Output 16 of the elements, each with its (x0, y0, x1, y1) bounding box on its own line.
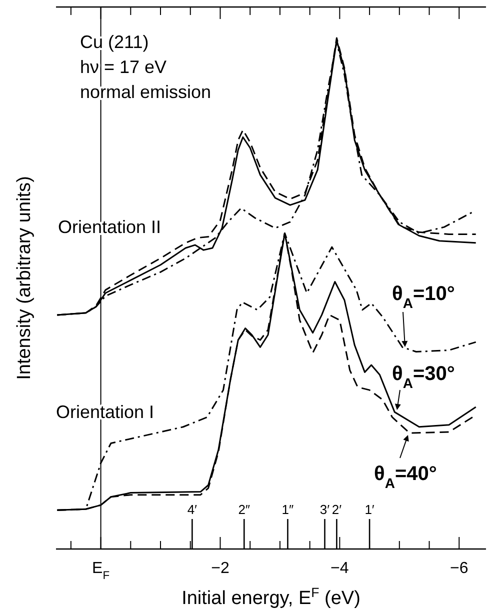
ref-line-label: 4′ (187, 502, 198, 517)
x-tick-label: −6 (450, 560, 468, 577)
y-axis-title: Intensity (arbitrary units) (14, 176, 35, 380)
ref-line-label: 2″ (238, 502, 250, 517)
ref-line-label: 1′ (364, 502, 375, 517)
x-axis-title: Initial energy, E$^{F}$ (eV) (182, 584, 360, 609)
ref-line-label: 2′ (332, 502, 342, 517)
annotation: hν = 17 eV (80, 57, 167, 77)
x-tick-label: E$_{F}$ (92, 560, 110, 582)
x-tick-label: −4 (330, 560, 349, 577)
ref-line-label: 3′ (320, 502, 330, 517)
legend-label: θ$_{A}$=40° (374, 463, 437, 491)
ref-line-label: 1″ (282, 502, 294, 517)
series-label: θ$_{A}$=10° (392, 283, 455, 311)
x-tick-label: −2 (211, 560, 230, 577)
legend-label: θ$_{A}$=30° (392, 363, 455, 391)
